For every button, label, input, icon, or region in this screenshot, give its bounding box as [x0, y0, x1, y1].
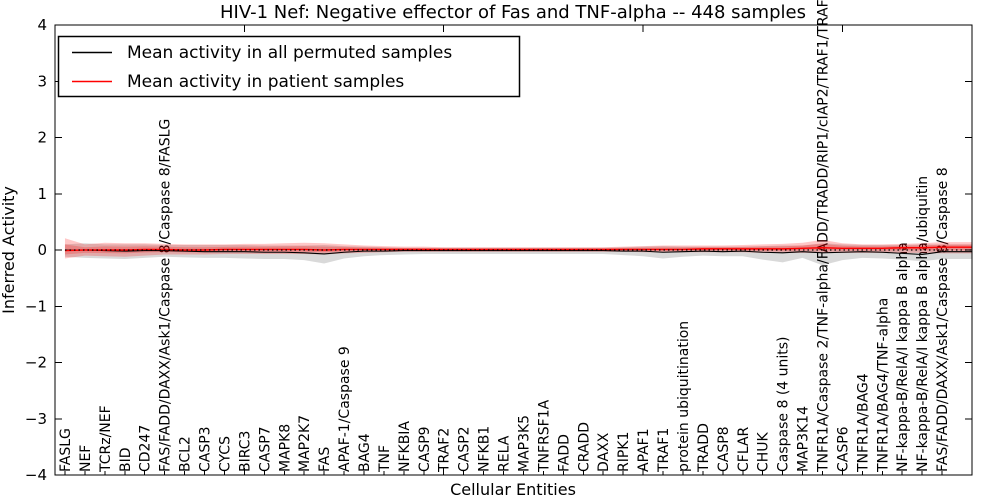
x-tick-label: DAXX	[596, 432, 612, 472]
x-tick-label: CASP8	[716, 426, 732, 472]
patient-band	[64, 238, 972, 259]
x-tick-label: FADD	[556, 434, 572, 472]
x-tick-label: CASP6	[835, 426, 851, 472]
x-tick-label: MAP2K7	[297, 415, 313, 472]
x-axis-label: Cellular Entities	[450, 480, 576, 499]
y-tick-label: −2	[25, 354, 47, 372]
x-tick-label: CASP7	[257, 426, 273, 472]
x-tick-label: CFLAR	[736, 426, 752, 472]
x-tick-label: CASP3	[198, 426, 214, 472]
x-tick-label: RELA	[497, 435, 513, 472]
x-tick-label: TRAF1	[656, 428, 672, 473]
y-axis-label: Inferred Activity	[0, 186, 18, 314]
x-tick-label: TRADD	[696, 423, 712, 473]
x-tick-label: NFKBIA	[397, 421, 413, 472]
legend: Mean activity in all permuted samples Me…	[57, 35, 521, 98]
x-tick-label: MAPK8	[277, 424, 293, 472]
legend-label-permuted: Mean activity in all permuted samples	[127, 43, 452, 63]
x-tick-label: FASLG	[58, 428, 74, 472]
x-tick-label: MAP3K5	[516, 415, 532, 472]
x-tick-label: TNFR1A/BAG4	[855, 373, 871, 473]
x-tick-label: CASP2	[457, 426, 473, 472]
x-tick-label: CD247	[138, 425, 154, 472]
x-tick-label: CHUK	[756, 431, 772, 472]
y-tick-label: 3	[37, 72, 47, 90]
chart-title: HIV-1 Nef: Negative effector of Fas and …	[220, 2, 806, 23]
y-tick-label: 1	[37, 185, 47, 203]
x-tick-label: FAS/FADD/DAXX/Ask1/Caspase 8/Caspase 8	[935, 167, 951, 472]
x-tick-label: TNF	[377, 445, 393, 473]
x-tick-label: TNFRSF1A	[536, 399, 552, 473]
x-tick-label: NF-kappa-B/RelA/I kappa B alpha/ubiquiti…	[915, 176, 931, 472]
x-tick-label: FAS	[317, 447, 333, 472]
x-tick-label: BID	[118, 447, 134, 472]
y-tick-label: −1	[25, 297, 47, 315]
y-tick-label: −3	[25, 410, 47, 428]
legend-box	[57, 35, 521, 98]
x-tick-label: NEF	[78, 445, 94, 472]
x-tick-label: BCL2	[178, 436, 194, 472]
x-tick-label: protein ubiquitination	[676, 321, 692, 472]
y-tick-label: −4	[25, 466, 47, 484]
x-tick-label: FAS/FADD/DAXX/Ask1/Caspase 8/Caspase 8/F…	[158, 119, 174, 472]
x-tick-label: TNFR1A/Caspase 2/TNF-alpha/FADD/TRADD/RI…	[815, 0, 831, 473]
y-tick-label: 4	[37, 16, 47, 34]
x-tick-label: CASP9	[417, 426, 433, 472]
x-tick-label: TNFR1A/BAG4/TNF-alpha	[875, 298, 891, 473]
x-tick-label: NF-kappa-B/RelA/I kappa B alpha	[895, 242, 911, 472]
x-tick-label: NFKB1	[477, 426, 493, 472]
y-tick-label: 2	[37, 129, 47, 147]
plot-area: FASLG NEF TCRz/NEF BID CD247 FAS/FADD/DAXX/As…	[25, 0, 973, 484]
y-tick-label: 0	[37, 241, 47, 259]
x-tick-label: MAP3K14	[796, 406, 812, 472]
x-tick-label: CRADD	[576, 422, 592, 472]
x-tick-label: RIPK1	[616, 432, 632, 472]
x-tick-label: CYCS	[217, 436, 233, 472]
x-tick-label: APAF-1/Caspase 9	[337, 346, 353, 472]
x-tick-label: BIRC3	[237, 431, 253, 472]
x-tick-label: TCRz/NEF	[98, 405, 114, 473]
legend-label-patient: Mean activity in patient samples	[127, 72, 404, 92]
x-tick-label: TRAF2	[437, 428, 453, 473]
x-tick-label: BAG4	[357, 433, 373, 472]
x-tick-label: APAF1	[636, 428, 652, 472]
x-tick-label: Caspase 8 (4 units)	[776, 336, 792, 472]
permuted-mean-line	[64, 249, 972, 256]
